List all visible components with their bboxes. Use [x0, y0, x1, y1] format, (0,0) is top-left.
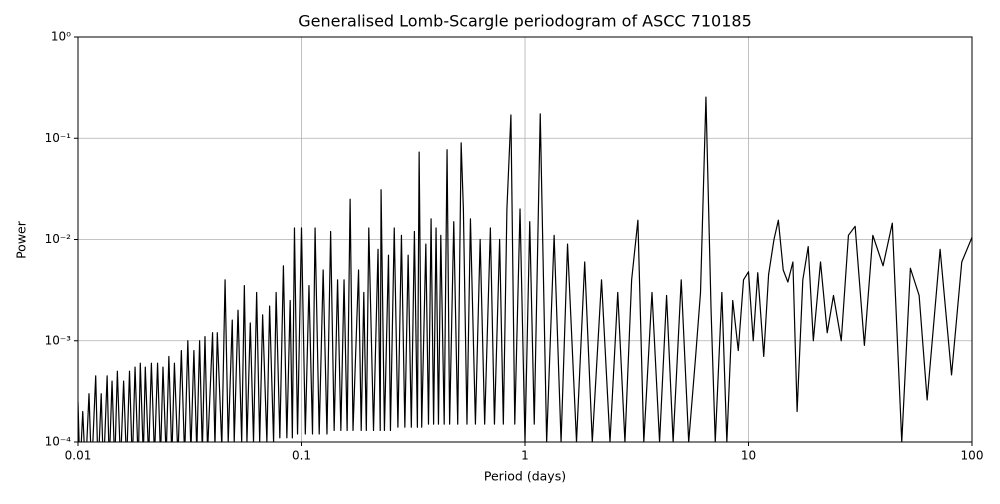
chart-title: Generalised Lomb-Scargle periodogram of … — [298, 12, 752, 31]
x-tick-label: 0.01 — [65, 449, 92, 463]
plot-area — [78, 96, 972, 442]
x-axis-label: Period (days) — [484, 469, 566, 484]
x-tick-label: 100 — [961, 449, 984, 463]
x-tick-label: 10 — [741, 449, 756, 463]
y-tick-label: 10⁻¹ — [45, 131, 72, 145]
y-axis-label: Power — [14, 220, 29, 259]
x-tick-label: 1 — [521, 449, 529, 463]
y-tick-label: 10⁻³ — [45, 333, 72, 347]
y-tick-label: 10⁻² — [45, 232, 72, 246]
y-tick-label: 10⁰ — [51, 30, 71, 44]
power-line — [78, 96, 972, 442]
x-tick-label: 0.1 — [292, 449, 311, 463]
ticks: 0.01 0.1 1 10 100 10⁻⁴ 10⁻³ 10⁻² 10⁻¹ 10⁰ — [45, 30, 984, 463]
y-tick-label: 10⁻⁴ — [45, 435, 72, 449]
